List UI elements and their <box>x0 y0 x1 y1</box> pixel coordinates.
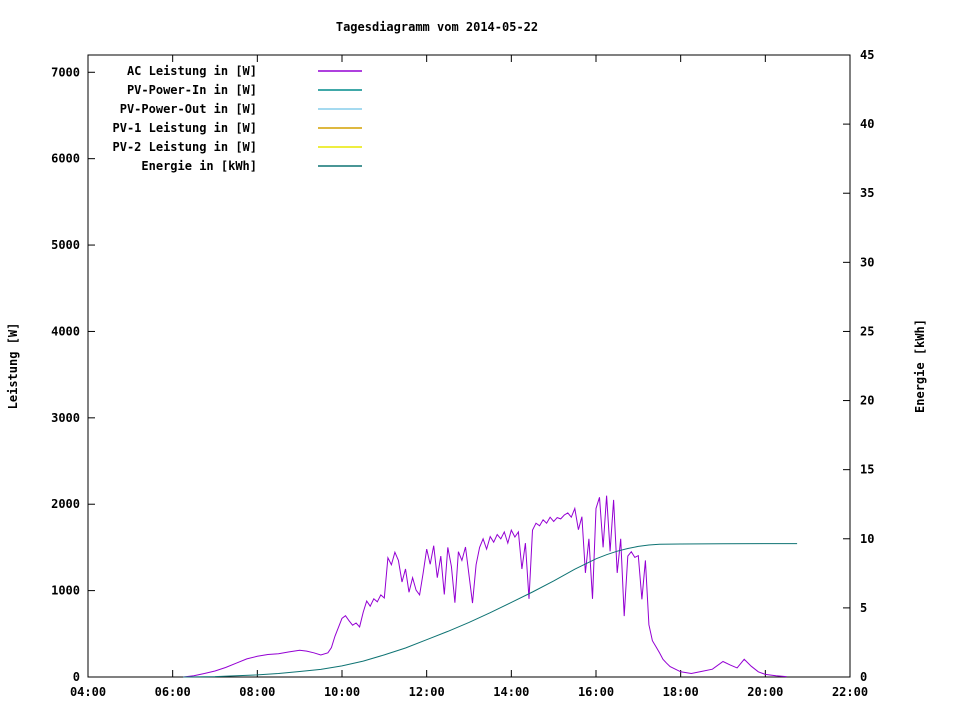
x-tick-label: 18:00 <box>663 685 699 699</box>
legend: AC Leistung in [W] PV-Power-In in [W] PV-P… <box>113 64 362 173</box>
series-line-ac-leistung <box>183 495 787 678</box>
legend-label: Energie in [kWh] <box>141 159 257 173</box>
y-tick-label: 7000 <box>51 65 80 79</box>
x-tick-label: 12:00 <box>409 685 445 699</box>
y2-tick-label: 25 <box>860 324 874 338</box>
axis-ticks: 04:00 06:00 08:00 10:00 12:00 14:00 16:00 18:00… <box>51 48 874 699</box>
y2-tick-label: 45 <box>860 48 874 62</box>
y2-tick-label: 20 <box>860 394 874 408</box>
y-tick-label: 1000 <box>51 584 80 598</box>
x-tick-label: 04:00 <box>70 685 106 699</box>
x-tick-label: 16:00 <box>578 685 614 699</box>
left-axis-label: Leistung [W] <box>6 323 20 410</box>
y2-tick-label: 5 <box>860 601 867 615</box>
legend-label: PV-1 Leistung in [W] <box>113 121 258 135</box>
x-tick-label: 08:00 <box>239 685 275 699</box>
plot-border <box>87 54 851 678</box>
y2-tick-label: 15 <box>860 463 874 477</box>
y-tick-label: 5000 <box>51 238 80 252</box>
x-tick-label: 22:00 <box>832 685 868 699</box>
x-tick-label: 14:00 <box>493 685 529 699</box>
y2-tick-label: 10 <box>860 532 874 546</box>
series-lines <box>183 495 798 678</box>
series-line-energie <box>183 543 798 678</box>
y-tick-label: 4000 <box>51 324 80 338</box>
y2-tick-label: 0 <box>860 670 867 684</box>
y-tick-label: 3000 <box>51 411 80 425</box>
y2-tick-label: 30 <box>860 255 874 269</box>
x-tick-label: 10:00 <box>324 685 360 699</box>
x-tick-label: 06:00 <box>155 685 191 699</box>
y2-tick-label: 40 <box>860 117 874 131</box>
chart-title: Tagesdiagramm vom 2014-05-22 <box>336 20 538 34</box>
y-tick-label: 2000 <box>51 497 80 511</box>
legend-label: PV-Power-In in [W] <box>127 83 257 97</box>
y-tick-label: 0 <box>73 670 80 684</box>
right-axis-label: Energie [kWh] <box>913 319 927 413</box>
legend-label: PV-Power-Out in [W] <box>120 102 257 116</box>
y2-tick-label: 35 <box>860 186 874 200</box>
legend-label: AC Leistung in [W] <box>127 64 257 78</box>
y-tick-label: 6000 <box>51 152 80 166</box>
x-tick-label: 20:00 <box>747 685 783 699</box>
legend-label: PV-2 Leistung in [W] <box>113 140 258 154</box>
